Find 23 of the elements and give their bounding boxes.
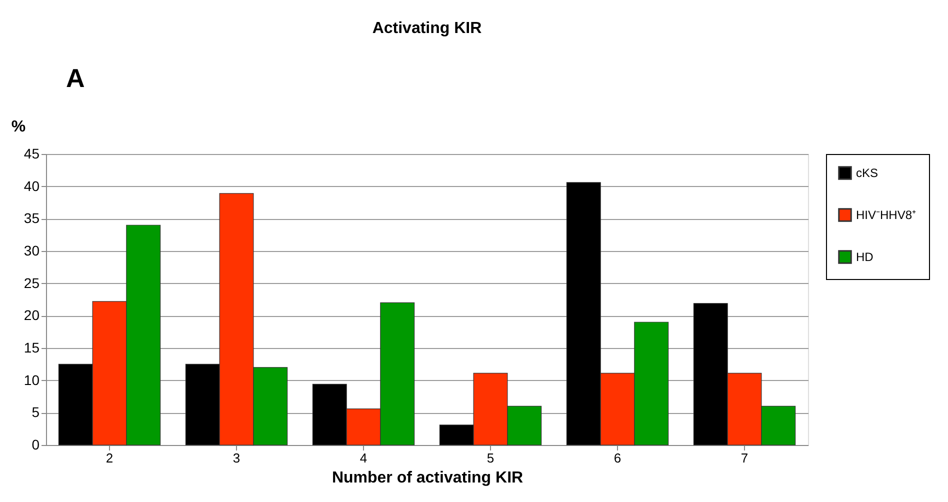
y-tick-label: 25 [24,274,40,291]
chart-title: Activating KIR [372,20,482,37]
y-tick-label: 40 [24,178,40,194]
y-tick-label: 10 [24,372,40,388]
y-tick-label: 30 [24,242,40,258]
y-tick-label: 15 [24,340,40,356]
legend-label: HD [856,250,874,264]
x-tick-label: 5 [486,450,494,466]
x-tick-label: 3 [232,450,240,466]
x-tick-label: 6 [614,450,622,466]
legend-label: cKS [856,166,878,180]
x-tick-label: 2 [106,450,114,466]
x-tick-label: 4 [360,450,368,466]
y-axis-title: % [11,118,26,136]
y-tick-label: 5 [32,404,40,420]
y-tick-label: 35 [24,210,40,226]
y-tick-label: 45 [24,146,40,162]
y-tick-label: 0 [32,436,40,452]
y-tick-label: 20 [24,307,40,324]
legend-label: HIV⁻HHV8⁺ [856,208,916,222]
x-axis-title: Number of activating KIR [332,470,524,486]
text: A [66,63,85,93]
x-tick-label: 7 [740,450,748,466]
